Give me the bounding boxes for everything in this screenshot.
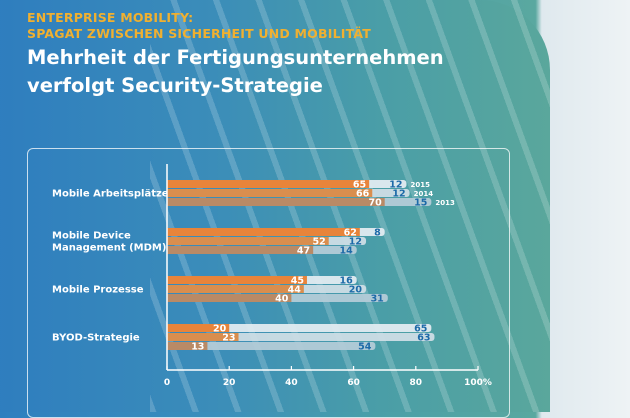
category-label: Mobile Device [52, 231, 131, 242]
year-label: 2013 [435, 199, 455, 207]
value-label-orange: 52 [312, 237, 325, 248]
value-label-orange: 44 [288, 285, 302, 296]
x-tick-label: 100% [464, 378, 492, 388]
value-label-light: 12 [392, 189, 405, 200]
kicker: ENTERPRISE MOBILITY: SPAGAT ZWISCHEN SIC… [27, 10, 371, 42]
kicker-line-1: ENTERPRISE MOBILITY: [27, 10, 194, 25]
value-label-orange: 47 [297, 246, 310, 257]
bar-light-2014 [368, 189, 410, 197]
x-tick-label: 0 [164, 378, 170, 388]
value-label-orange: 62 [344, 228, 357, 239]
bar-light-2015 [302, 276, 357, 284]
value-label-orange: 45 [291, 276, 304, 287]
page-title: Mehrheit der Fertigungsunternehmen verfo… [27, 44, 444, 100]
bar-orange-2015 [167, 276, 307, 284]
value-label-orange: 70 [368, 198, 382, 209]
bar-light-2013 [287, 294, 388, 302]
value-label-light: 15 [414, 198, 427, 209]
value-label-orange: 13 [191, 342, 204, 353]
value-label-light: 8 [374, 228, 381, 239]
value-label-orange: 20 [213, 324, 227, 335]
bar-orange-2014 [167, 237, 329, 245]
bar-light-2014 [324, 237, 367, 245]
value-label-orange: 23 [222, 333, 235, 344]
category-label: Mobile Arbeitsplätze [52, 189, 169, 200]
value-label-light: 12 [389, 180, 402, 191]
bar-orange-2015 [167, 228, 360, 236]
value-label-light: 31 [371, 294, 384, 305]
value-label-orange: 65 [353, 180, 366, 191]
title-line-1: Mehrheit der Fertigungsunternehmen [27, 46, 444, 69]
year-label: 2015 [410, 181, 430, 189]
x-tick-label: 80 [410, 378, 423, 388]
bar-light-2014 [234, 333, 435, 341]
value-label-light: 14 [339, 246, 353, 257]
bar-light-2013 [203, 342, 376, 350]
x-tick-label: 40 [285, 378, 298, 388]
bar-orange-2014 [167, 189, 373, 197]
bar-orange-2013 [167, 342, 208, 350]
year-label: 2014 [414, 190, 434, 198]
value-label-light: 20 [349, 285, 363, 296]
bar-light-2015 [355, 228, 385, 236]
title-line-2: verfolgt Security-Strategie [27, 74, 323, 97]
x-tick-label: 60 [347, 378, 360, 388]
bar-orange-2015 [167, 180, 370, 188]
bar-orange-2014 [167, 333, 239, 341]
category-label: Management (MDM) [52, 243, 166, 254]
value-label-orange: 40 [275, 294, 289, 305]
bar-orange-2013 [167, 198, 385, 206]
bar-orange-2013 [167, 294, 292, 302]
bar-orange-2014 [167, 285, 304, 293]
value-label-light: 63 [417, 333, 430, 344]
x-tick-label: 20 [223, 378, 236, 388]
kicker-line-2: SPAGAT ZWISCHEN SICHERHEIT UND MOBILITÄT [27, 26, 371, 41]
bar-orange-2015 [167, 324, 230, 332]
bar-light-2015 [365, 180, 407, 188]
category-label: Mobile Prozesse [52, 285, 144, 296]
value-label-light: 54 [358, 342, 372, 353]
value-label-light: 65 [414, 324, 427, 335]
bar-light-2015 [225, 324, 432, 332]
bar-light-2013 [380, 198, 432, 206]
value-label-orange: 66 [356, 189, 370, 200]
bar-orange-2013 [167, 246, 314, 254]
value-label-light: 12 [349, 237, 362, 248]
bar-light-2013 [309, 246, 357, 254]
bar-light-2014 [299, 285, 367, 293]
category-label: BYOD-Strategie [52, 333, 140, 344]
value-label-light: 16 [339, 276, 353, 287]
